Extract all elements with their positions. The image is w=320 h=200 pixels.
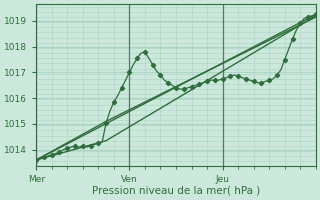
X-axis label: Pression niveau de la mer( hPa ): Pression niveau de la mer( hPa ) — [92, 186, 260, 196]
